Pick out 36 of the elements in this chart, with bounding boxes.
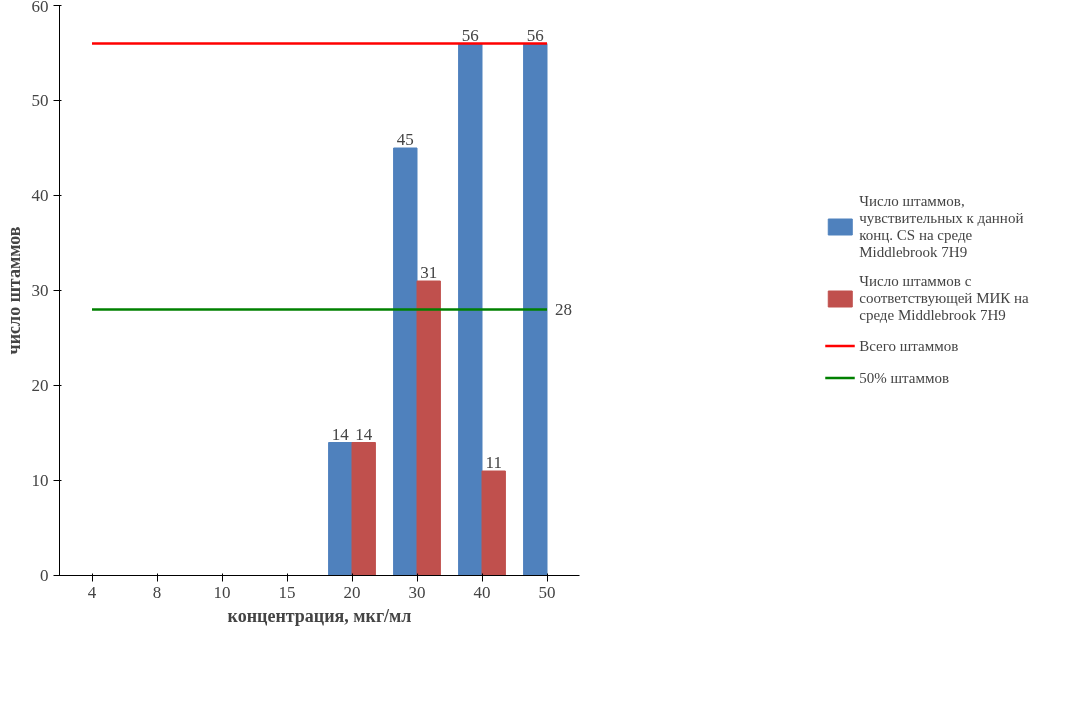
bar: [523, 43, 548, 576]
bar: [393, 147, 418, 576]
data-label: 45: [396, 130, 414, 149]
x-axis-title: концентрация, мкг/мл: [227, 605, 412, 626]
bar: [458, 43, 483, 576]
x-tick-label: 40: [473, 582, 491, 602]
y-tick-label: 50: [31, 91, 49, 110]
x-tick-label: 4: [87, 582, 97, 602]
data-label: 56: [526, 25, 544, 45]
data-label: 14: [331, 424, 350, 444]
bar: [328, 442, 353, 576]
y-tick-label: 30: [31, 281, 49, 300]
x-tick-label: 30: [408, 582, 426, 602]
bar: [351, 442, 376, 576]
y-tick-label: 20: [31, 376, 49, 395]
x-tick-label: 50: [538, 582, 556, 602]
y-tick-label: 60: [31, 0, 49, 16]
data-label: 11: [485, 453, 502, 472]
y-axis-title: число штаммов: [3, 226, 24, 355]
data-label: 28: [555, 300, 572, 319]
data-label: 31: [420, 263, 438, 282]
data-label: 14: [355, 424, 373, 444]
x-tick-label: 15: [278, 582, 296, 602]
x-tick-label: 8: [152, 582, 162, 602]
bar: [416, 280, 441, 576]
y-tick-label: 10: [31, 471, 49, 490]
y-tick-label: 40: [31, 186, 49, 205]
y-tick-label: 0: [40, 566, 49, 585]
data-label: 56: [461, 25, 479, 45]
legend-label: Всего штаммов: [859, 337, 959, 354]
legend-label: Число штаммов с соответствующей МИК на среде Middlebrook 7H9: [859, 272, 1029, 324]
legend-label: Число штаммов, чувствительных к данной конц. CS на среде Middlebrook 7H9: [859, 192, 1024, 261]
legend-label: 50% штаммов: [859, 369, 950, 386]
x-tick-label: 20: [343, 582, 361, 602]
x-tick-label: 10: [213, 582, 231, 602]
bar: [481, 470, 506, 576]
